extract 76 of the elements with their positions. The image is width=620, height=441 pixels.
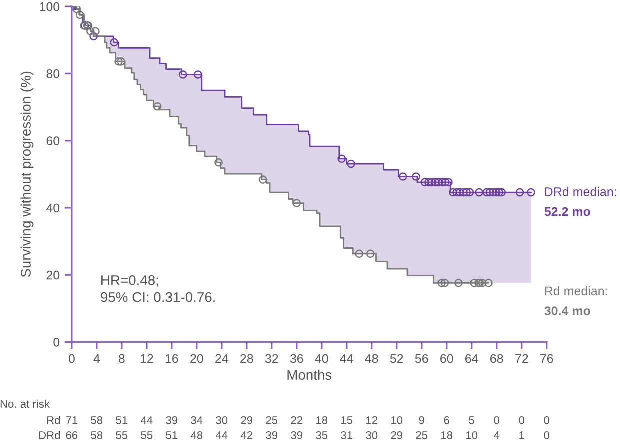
text: 44 bbox=[140, 416, 153, 424]
x-tick-label: 32 bbox=[265, 354, 278, 364]
text: 55 bbox=[116, 432, 128, 440]
text: 30 bbox=[216, 416, 228, 424]
x-tick-label: 24 bbox=[216, 354, 228, 364]
text: 55 bbox=[141, 432, 153, 440]
y-tick-label: 40 bbox=[46, 204, 60, 213]
text: Rd bbox=[47, 416, 60, 424]
text: 71 bbox=[66, 416, 78, 424]
x-tick-label: 56 bbox=[415, 354, 428, 364]
x-tick-label: 12 bbox=[140, 354, 154, 364]
x-tick-label: 64 bbox=[466, 354, 478, 364]
x-axis-title: Months bbox=[288, 370, 332, 380]
text: 12 bbox=[366, 416, 378, 424]
x-tick-label: 28 bbox=[240, 354, 254, 364]
annotation: DRd median: bbox=[545, 187, 616, 196]
y-tick-label: 20 bbox=[46, 270, 60, 280]
text: 51 bbox=[116, 416, 128, 424]
text: 66 bbox=[66, 431, 78, 440]
text: 10 bbox=[466, 431, 478, 440]
text: 25 bbox=[266, 416, 278, 424]
x-tick-label: 20 bbox=[190, 354, 204, 364]
x-tick-label: 44 bbox=[340, 354, 354, 364]
text: 5 bbox=[469, 416, 474, 424]
x-tick-label: 16 bbox=[166, 354, 178, 364]
x-tick-label: 52 bbox=[390, 354, 404, 364]
text: 0 bbox=[544, 431, 550, 440]
text: 29 bbox=[391, 431, 403, 440]
text: 39 bbox=[291, 431, 303, 440]
annotation: 30.4 mo bbox=[544, 306, 590, 316]
text: 35 bbox=[316, 431, 328, 440]
text: 25 bbox=[416, 431, 428, 440]
text: 6 bbox=[444, 416, 450, 424]
text: 39 bbox=[266, 431, 278, 440]
y-tick-label: 0 bbox=[54, 338, 60, 347]
x-tick-label: 4 bbox=[94, 354, 100, 364]
text: 44 bbox=[216, 432, 228, 440]
text: 10 bbox=[392, 416, 403, 424]
annotation: HR=0.48; 95% CI: 0.31-0.76. bbox=[101, 275, 215, 302]
y-tick-label: 100 bbox=[40, 2, 60, 12]
y-axis-title: Surviving without progression (%) bbox=[20, 72, 34, 278]
text: 0 bbox=[519, 416, 524, 424]
text: 1 bbox=[520, 432, 524, 440]
text: DRd bbox=[39, 431, 60, 440]
x-tick-label: 68 bbox=[490, 354, 504, 364]
x-tick-label: 60 bbox=[440, 354, 454, 364]
x-tick-label: 40 bbox=[315, 354, 328, 364]
text: 15 bbox=[342, 416, 353, 424]
text: 42 bbox=[240, 431, 253, 440]
y-tick-label: 80 bbox=[46, 70, 60, 78]
text: 18 bbox=[316, 416, 328, 424]
x-tick-label: 8 bbox=[118, 354, 125, 364]
text: 48 bbox=[190, 431, 203, 440]
y-tick-label: 60 bbox=[46, 136, 60, 146]
x-tick-label: 0 bbox=[68, 354, 75, 364]
text: 58 bbox=[91, 416, 103, 424]
x-tick-label: 76 bbox=[540, 354, 554, 364]
text: 29 bbox=[241, 416, 253, 424]
text: 39 bbox=[166, 416, 178, 424]
text: 9 bbox=[419, 416, 424, 424]
text: 22 bbox=[291, 416, 303, 424]
text: 4 bbox=[494, 432, 500, 440]
text: 31 bbox=[341, 431, 353, 440]
text: 18 bbox=[442, 431, 453, 440]
text: 0 bbox=[494, 416, 500, 424]
x-tick-label: 36 bbox=[290, 354, 304, 364]
text: 58 bbox=[91, 431, 103, 440]
text: 51 bbox=[166, 432, 178, 440]
text: 34 bbox=[191, 416, 203, 424]
text: 30 bbox=[366, 431, 378, 440]
x-tick-label: 72 bbox=[516, 354, 528, 364]
annotation: Rd median: bbox=[545, 286, 608, 296]
text: No. at risk bbox=[0, 400, 50, 408]
annotation: 52.2 mo bbox=[544, 207, 590, 216]
x-tick-label: 48 bbox=[365, 354, 378, 364]
text: 0 bbox=[544, 416, 550, 424]
